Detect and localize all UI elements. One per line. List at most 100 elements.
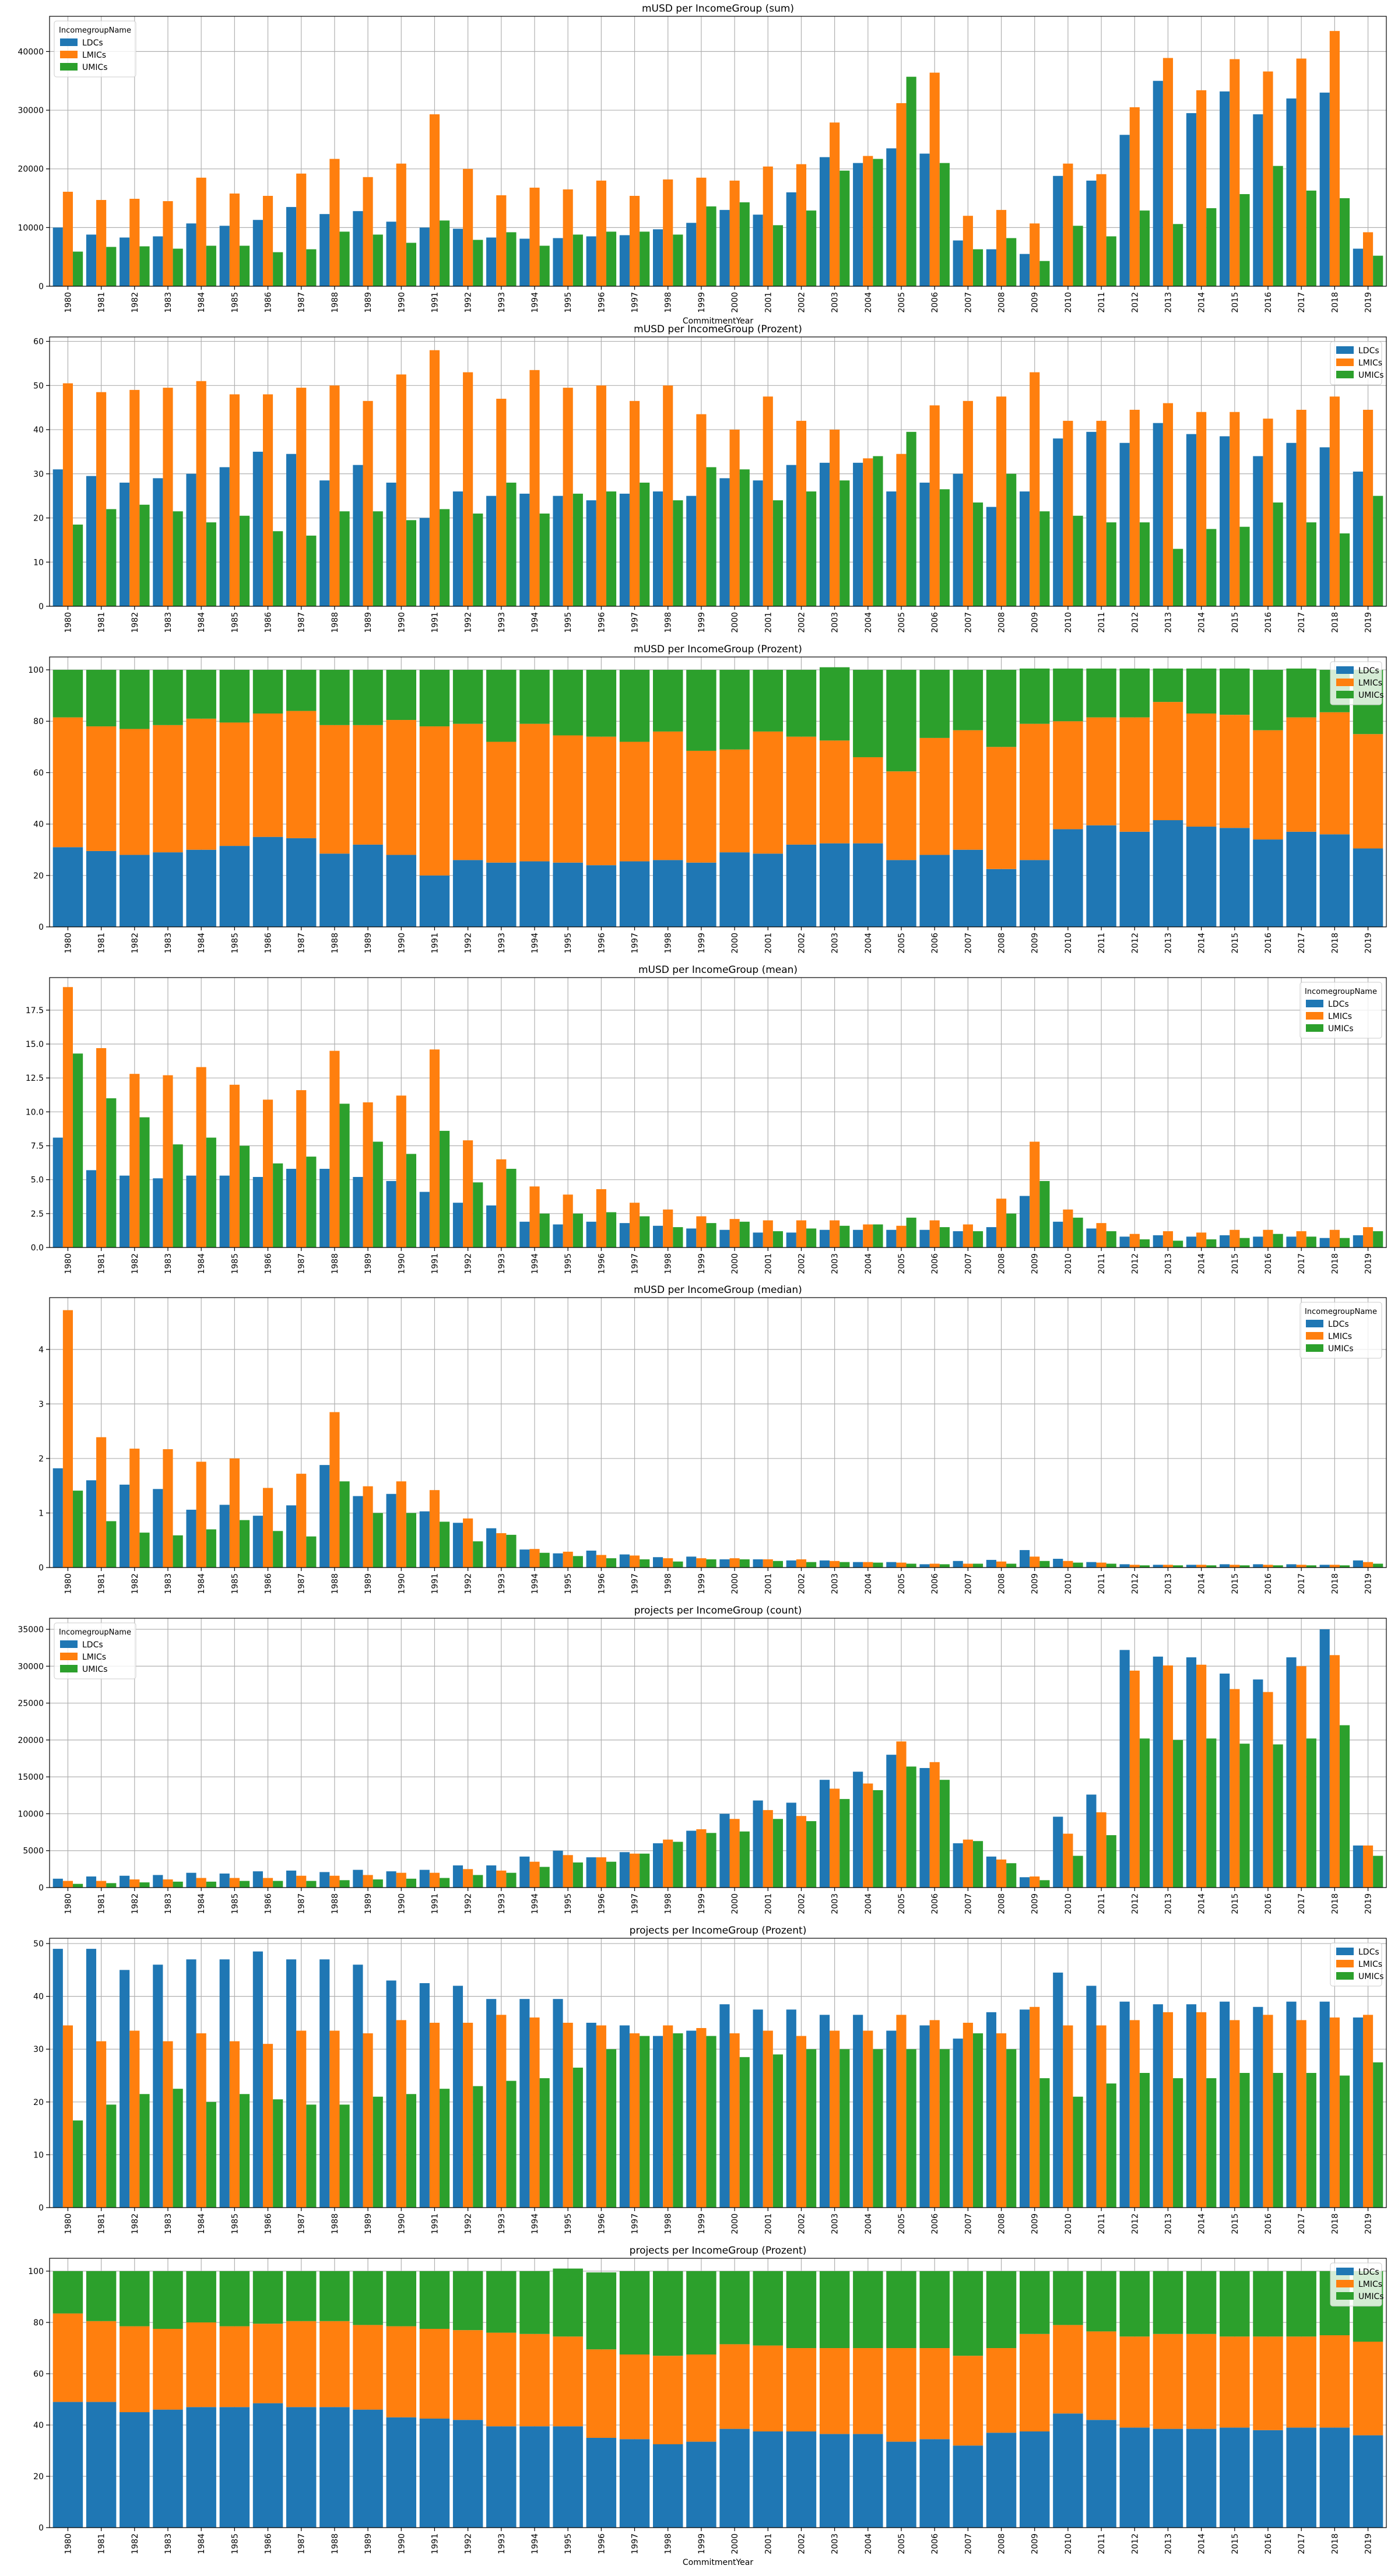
bar-lmics-1997 — [629, 400, 640, 606]
bar-ldcs-2001 — [753, 215, 763, 286]
bar-lmics-1989 — [363, 2033, 373, 2208]
bar-lmics-2016 — [1263, 71, 1273, 287]
x-tick-label-1988: 1988 — [331, 1893, 340, 1914]
bar-lmics-2003 — [830, 2030, 840, 2208]
x-tick-label-1996: 1996 — [597, 1253, 606, 1274]
x-tick-label-1985: 1985 — [230, 1893, 240, 1914]
bar-ldcs-2001 — [753, 2431, 784, 2528]
x-tick-label-1995: 1995 — [564, 1893, 573, 1914]
bar-ldcs-1987 — [286, 207, 297, 286]
bar-lmics-1996 — [586, 2349, 617, 2438]
x-tick-label-1989: 1989 — [364, 2533, 373, 2554]
x-tick-label-1986: 1986 — [264, 2533, 273, 2554]
y-tick-label: 80 — [33, 2318, 44, 2328]
y-tick-label: 60 — [33, 768, 44, 778]
bar-lmics-2015 — [1230, 412, 1240, 606]
bar-umics-1982 — [120, 670, 150, 729]
x-tick-label-1996: 1996 — [597, 2533, 606, 2554]
bar-lmics-1980 — [62, 1881, 73, 1888]
bar-ldcs-2000 — [719, 2429, 750, 2528]
bar-lmics-2002 — [786, 2348, 817, 2431]
bar-ldcs-1996 — [586, 2438, 617, 2528]
x-tick-label-1980: 1980 — [64, 1253, 73, 1274]
bar-lmics-1980 — [62, 2025, 73, 2208]
legend-swatch-lmics — [1306, 1332, 1323, 1340]
bar-ldcs-1993 — [486, 1865, 497, 1888]
legend-swatch-lmics — [1306, 1012, 1323, 1020]
legend-title: IncomegroupName — [1305, 1308, 1377, 1316]
bar-ldcs-1992 — [452, 1203, 463, 1247]
bar-ldcs-1997 — [619, 1223, 630, 1247]
bar-ldcs-1982 — [120, 1484, 130, 1568]
bar-lmics-2014 — [1196, 1664, 1207, 1888]
x-tick-label-2003: 2003 — [831, 1893, 840, 1914]
bar-lmics-2000 — [719, 749, 750, 853]
bar-lmics-1992 — [463, 1869, 473, 1888]
bar-umics-2007 — [953, 2271, 983, 2356]
chart-panel-7: 0 10 20 30 40 50 1980 1981 1982 1983 1984 1985 1986 1… — [33, 1925, 1387, 2234]
y-tick-label: 10000 — [17, 223, 44, 233]
bar-umics-2012 — [1139, 1565, 1150, 1568]
chart-panel-1: 0 10000 20000 30000 40000 1980 1981 1982 1983 198… — [17, 3, 1387, 326]
x-tick-label-2010: 2010 — [1064, 1573, 1073, 1594]
bar-umics-2006 — [939, 163, 950, 286]
bar-umics-1985 — [239, 245, 250, 286]
bar-ldcs-1998 — [652, 2444, 683, 2528]
bar-umics-1993 — [486, 670, 517, 742]
x-tick-label-1998: 1998 — [664, 1573, 673, 1594]
bar-lmics-1981 — [96, 2041, 107, 2208]
y-tick-label: 7.5 — [31, 1142, 44, 1151]
bar-umics-1992 — [473, 1541, 483, 1568]
x-tick-label-2018: 2018 — [1330, 2213, 1340, 2234]
bar-umics-2019 — [1373, 1231, 1383, 1247]
bar-ldcs-1982 — [120, 855, 150, 927]
bar-umics-2014 — [1206, 1738, 1217, 1888]
x-tick-label-1998: 1998 — [664, 292, 673, 313]
x-tick-label-1983: 1983 — [164, 933, 173, 954]
bar-ldcs-1992 — [452, 1985, 463, 2208]
bar-lmics-2010 — [1053, 2325, 1083, 2414]
bar-lmics-2006 — [929, 405, 940, 606]
bar-lmics-2018 — [1319, 712, 1350, 835]
x-tick-label-1988: 1988 — [331, 2533, 340, 2554]
x-tick-label-1982: 1982 — [131, 1253, 140, 1274]
x-tick-label-2016: 2016 — [1264, 1893, 1273, 1914]
bar-ldcs-1992 — [452, 491, 463, 606]
x-tick-label-2015: 2015 — [1231, 2213, 1240, 2234]
x-tick-label-2009: 2009 — [1031, 1253, 1040, 1274]
x-tick-label-1983: 1983 — [164, 2533, 173, 2554]
bar-lmics-1997 — [619, 2354, 650, 2440]
bar-umics-1987 — [286, 2271, 317, 2321]
bar-umics-2006 — [939, 1780, 950, 1888]
bar-ldcs-2012 — [1119, 2001, 1130, 2208]
legend-label-lmics: LMICs — [1358, 1960, 1382, 1969]
bar-lmics-2014 — [1196, 90, 1207, 287]
bar-lmics-1984 — [186, 718, 216, 850]
bar-lmics-2012 — [1129, 2020, 1140, 2208]
bar-umics-1983 — [173, 248, 183, 286]
bar-lmics-2011 — [1086, 2331, 1116, 2420]
bar-lmics-1986 — [252, 714, 283, 837]
bar-ldcs-1995 — [553, 1999, 563, 2208]
legend-label-umics: UMICs — [1358, 691, 1384, 700]
bar-lmics-2015 — [1230, 1689, 1240, 1888]
legend-label-umics: UMICs — [1358, 2292, 1384, 2301]
bar-ldcs-2007 — [953, 473, 963, 606]
bar-umics-2004 — [873, 1224, 883, 1247]
bar-umics-1993 — [506, 1872, 517, 1888]
x-tick-label-1994: 1994 — [531, 2533, 540, 2554]
bar-umics-2000 — [739, 1559, 750, 1568]
bar-umics-2016 — [1273, 166, 1283, 286]
bar-ldcs-2002 — [786, 2009, 796, 2208]
bar-ldcs-1980 — [52, 847, 83, 927]
bar-lmics-2018 — [1329, 396, 1340, 606]
bar-umics-1999 — [706, 1223, 716, 1247]
bar-lmics-1990 — [386, 720, 417, 855]
x-tick-label-2018: 2018 — [1330, 2533, 1340, 2554]
bar-umics-1986 — [273, 1881, 283, 1888]
bar-ldcs-2014 — [1186, 2429, 1217, 2528]
bar-ldcs-2008 — [986, 507, 996, 606]
x-tick-label-1982: 1982 — [131, 2533, 140, 2554]
y-tick-label: 20 — [33, 514, 44, 523]
bar-lmics-1991 — [429, 114, 440, 287]
